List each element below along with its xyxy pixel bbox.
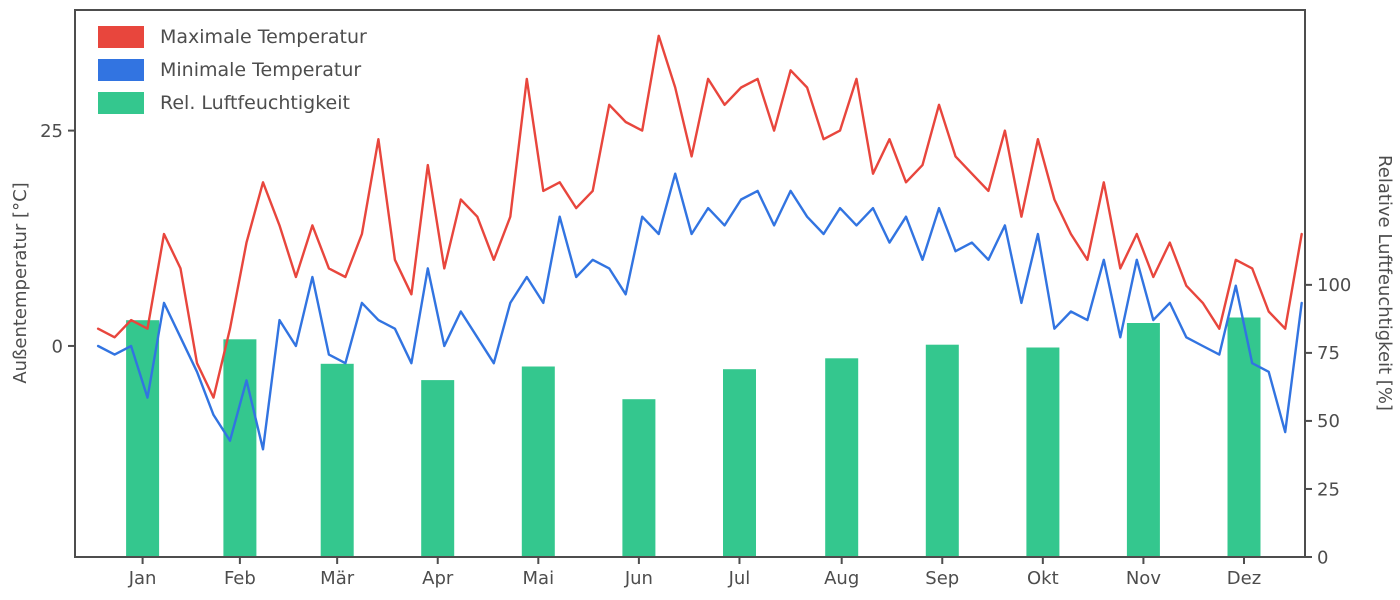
humidity-bar (925, 344, 959, 557)
x-tick-label: Jul (728, 568, 751, 589)
left-axis-label: Außentemperatur [°C] (10, 182, 31, 383)
right-axis-label: Relative Luftfeuchtigkeit [%] (1374, 155, 1395, 411)
humidity-bar (1227, 317, 1261, 557)
left-tick-label: 0 (52, 336, 63, 357)
humidity-bar (1026, 347, 1060, 557)
x-tick-label: Jan (128, 568, 157, 589)
legend-swatch-humidity (98, 92, 144, 114)
right-tick-label: 0 (1317, 547, 1328, 568)
humidity-bar (320, 363, 354, 557)
humidity-bar (521, 366, 555, 557)
right-tick-label: 100 (1317, 275, 1351, 296)
legend: Maximale Temperatur Minimale Temperatur … (92, 24, 373, 116)
humidity-bar (421, 380, 455, 557)
right-tick-label: 50 (1317, 411, 1340, 432)
x-tick-label: Nov (1126, 568, 1161, 589)
humidity-bar (723, 369, 756, 557)
x-tick-label: Okt (1027, 568, 1059, 589)
humidity-bar (1126, 323, 1160, 557)
x-tick-label: Jun (624, 568, 653, 589)
legend-item-humidity: Rel. Luftfeuchtigkeit (98, 92, 367, 114)
legend-item-max-temp: Maximale Temperatur (98, 26, 367, 48)
right-tick-label: 75 (1317, 343, 1340, 364)
humidity-bars-layer (126, 317, 1261, 557)
x-tick-label: Apr (422, 568, 454, 589)
axes-layer: Jan Feb Mär Apr Mai Jun Jul Aug Sep Okt Nov Dez 0 25 0… (40, 9, 1351, 589)
x-tick-label: Feb (224, 568, 256, 589)
x-tick-label: Aug (824, 568, 859, 589)
x-tick-label: Dez (1227, 568, 1261, 589)
min-temp-line (96, 172, 1303, 451)
legend-label-humidity: Rel. Luftfeuchtigkeit (160, 92, 350, 114)
x-tick-label: Mär (320, 568, 355, 589)
x-tick-label: Mai (523, 568, 555, 589)
left-tick-label: 25 (40, 121, 63, 142)
legend-label-min-temp: Minimale Temperatur (160, 59, 362, 81)
legend-swatch-max-temp (98, 26, 144, 48)
humidity-bar (825, 358, 859, 557)
humidity-bar (622, 399, 656, 557)
right-tick-label: 25 (1317, 479, 1340, 500)
legend-item-min-temp: Minimale Temperatur (98, 59, 367, 81)
humidity-bar (223, 339, 257, 557)
temperature-lines-layer (96, 34, 1303, 451)
legend-label-max-temp: Maximale Temperatur (160, 26, 367, 48)
legend-swatch-min-temp (98, 59, 144, 81)
plot-frame (74, 9, 1306, 558)
x-tick-label: Sep (925, 568, 959, 589)
max-temp-line (96, 34, 1303, 399)
